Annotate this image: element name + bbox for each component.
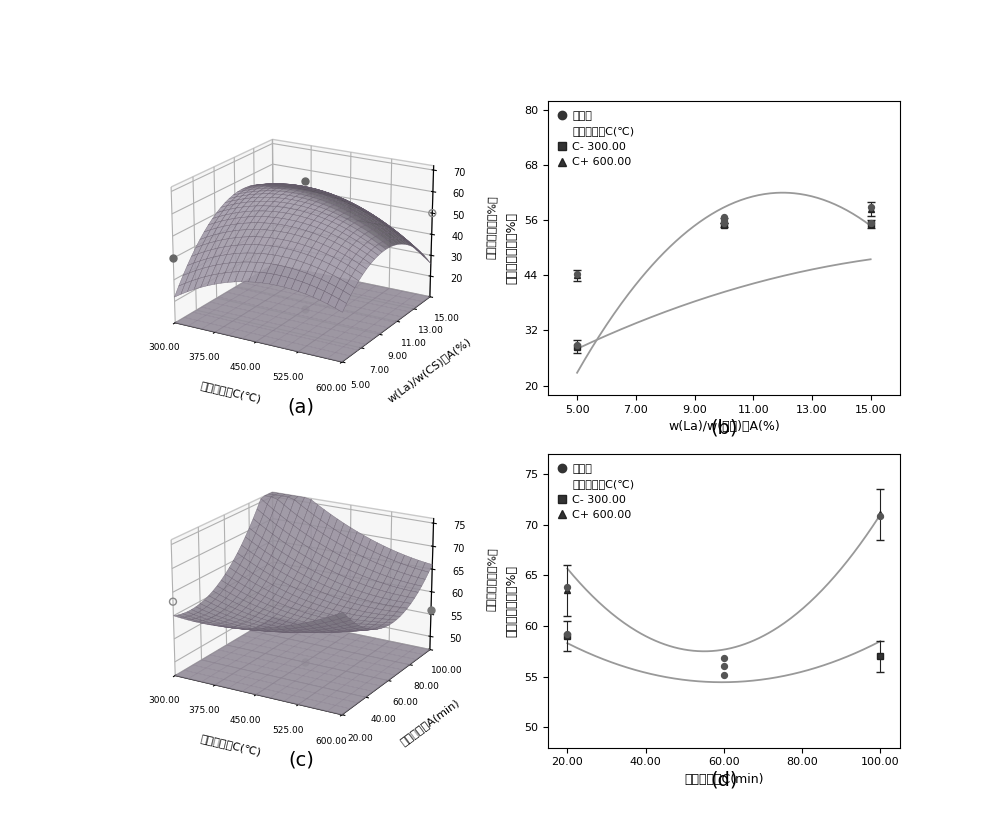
Point [716,652,732,665]
Text: (a): (a) [288,397,315,417]
Y-axis label: 停留时间，A(min): 停留时间，A(min) [398,697,461,748]
Point [569,267,585,281]
Point [872,510,888,523]
Y-axis label: w(La)/w(CS)，A(%): w(La)/w(CS)，A(%) [386,335,473,404]
Text: (d): (d) [710,771,738,790]
Point [716,210,732,223]
Text: (b): (b) [710,418,738,437]
X-axis label: 热解温度，C(℃): 热解温度，C(℃) [200,733,262,757]
Legend: 设计点, 热解温度，C(℃), C- 300.00, C+ 600.00: 设计点, 热解温度，C(℃), C- 300.00, C+ 600.00 [553,107,639,172]
Point [569,339,585,352]
Point [863,201,879,214]
Point [716,659,732,673]
Point [716,213,732,226]
Point [716,217,732,230]
Y-axis label: 磷酸根去除率（%）: 磷酸根去除率（%） [505,564,518,637]
Point [863,216,879,229]
X-axis label: w(La)/w(秸杆)，A(%): w(La)/w(秸杆)，A(%) [668,420,780,433]
X-axis label: 热解时间，C(min): 热解时间，C(min) [684,773,764,786]
Y-axis label: 磷酸根去除率（%）: 磷酸根去除率（%） [505,212,518,284]
Point [559,627,575,641]
Legend: 设计点, 热解温度，C(℃), C- 300.00, C+ 600.00: 设计点, 热解温度，C(℃), C- 300.00, C+ 600.00 [553,459,639,525]
Point [716,668,732,681]
Point [716,214,732,228]
Text: (c): (c) [288,750,314,769]
X-axis label: 热解温度，C(℃): 热解温度，C(℃) [200,381,262,404]
Point [559,580,575,594]
